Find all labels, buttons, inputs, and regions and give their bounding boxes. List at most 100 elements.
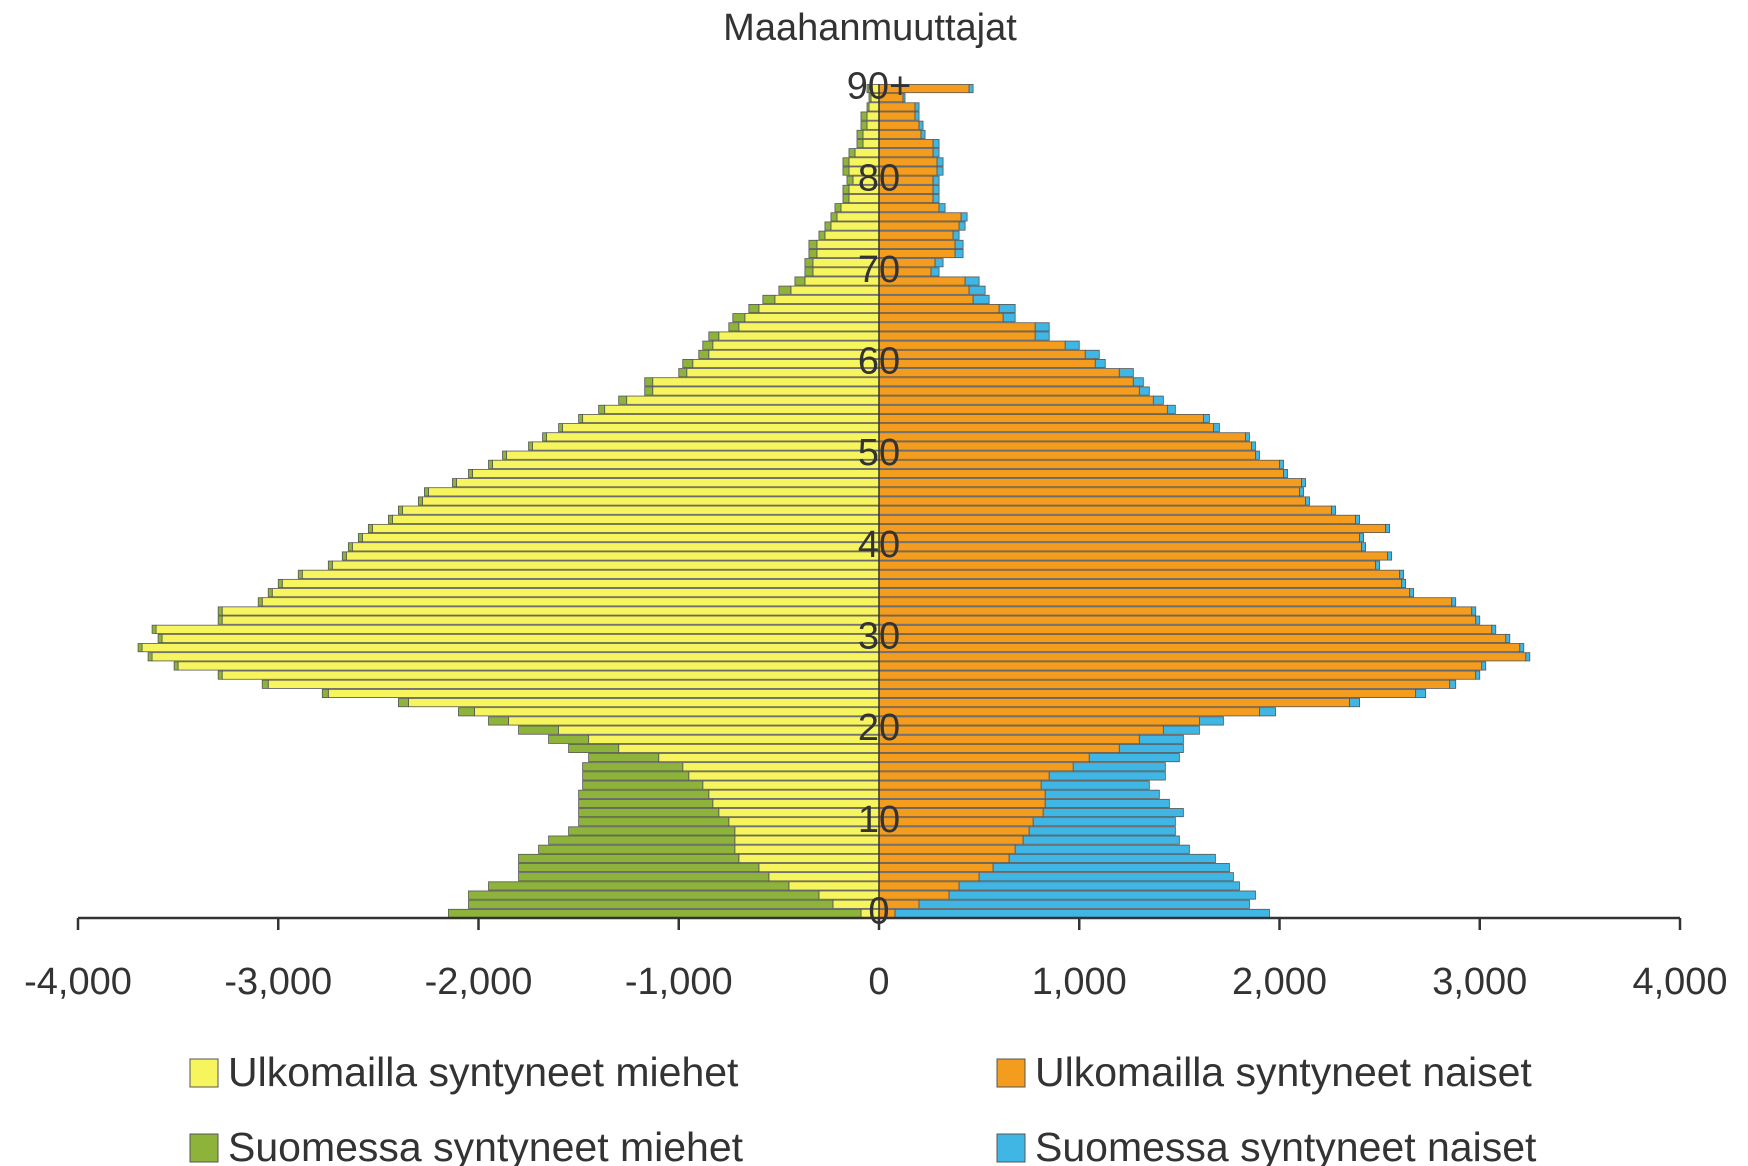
bar bbox=[954, 239, 964, 249]
legend-swatch bbox=[996, 1058, 1026, 1088]
bar bbox=[878, 129, 922, 139]
bar bbox=[652, 386, 880, 396]
bar bbox=[1072, 762, 1166, 772]
bar bbox=[267, 679, 880, 689]
bar bbox=[1491, 624, 1497, 634]
bar bbox=[1199, 716, 1224, 726]
legend-swatch bbox=[996, 1133, 1026, 1163]
bar bbox=[387, 514, 393, 524]
bar bbox=[1301, 478, 1306, 488]
bar bbox=[508, 716, 880, 726]
bar bbox=[345, 551, 880, 561]
bar bbox=[836, 212, 880, 222]
bar bbox=[371, 523, 880, 534]
bar bbox=[878, 148, 934, 158]
bar bbox=[1331, 505, 1336, 515]
bar bbox=[958, 221, 966, 231]
bar bbox=[878, 313, 1004, 323]
bar bbox=[151, 652, 880, 662]
bar bbox=[952, 230, 960, 240]
bar bbox=[518, 853, 740, 863]
bar bbox=[161, 633, 880, 643]
bar bbox=[972, 294, 990, 304]
bar bbox=[758, 304, 880, 314]
bar bbox=[866, 84, 870, 94]
bar bbox=[1132, 377, 1144, 387]
bar bbox=[598, 404, 606, 414]
bar bbox=[808, 239, 818, 249]
bar bbox=[932, 184, 940, 194]
bar bbox=[578, 808, 720, 818]
bar bbox=[878, 294, 974, 304]
bar bbox=[492, 459, 880, 469]
bar bbox=[748, 304, 760, 314]
bar bbox=[918, 120, 924, 130]
bar bbox=[842, 166, 850, 176]
bar bbox=[538, 844, 736, 854]
bar bbox=[878, 514, 1356, 524]
bar bbox=[688, 771, 880, 781]
bar bbox=[878, 624, 1493, 634]
bar bbox=[1084, 349, 1100, 359]
bar bbox=[173, 661, 179, 671]
bar bbox=[474, 707, 880, 717]
bar bbox=[217, 670, 223, 680]
bar bbox=[744, 313, 880, 323]
bar bbox=[1152, 395, 1164, 405]
bar bbox=[488, 716, 509, 726]
bar bbox=[878, 780, 1042, 790]
bar bbox=[878, 588, 1411, 598]
bar bbox=[878, 606, 1473, 616]
bar bbox=[1042, 808, 1184, 818]
bar bbox=[932, 148, 940, 158]
bar bbox=[948, 890, 1256, 900]
bar bbox=[1305, 496, 1310, 506]
bar bbox=[682, 762, 880, 772]
bar bbox=[578, 789, 710, 799]
bar bbox=[778, 285, 792, 295]
x-tick-label: -1,000 bbox=[625, 961, 733, 1003]
bar bbox=[468, 899, 834, 909]
bar bbox=[1399, 569, 1405, 579]
x-tick-label: -4,000 bbox=[24, 961, 132, 1003]
bar bbox=[918, 899, 1250, 909]
bar bbox=[217, 615, 223, 625]
bar bbox=[1361, 542, 1367, 552]
bar bbox=[644, 377, 654, 387]
bar bbox=[840, 203, 880, 213]
bar bbox=[878, 643, 1521, 653]
legend-swatch bbox=[189, 1058, 219, 1088]
bar bbox=[1245, 432, 1250, 442]
bar bbox=[1094, 359, 1106, 369]
x-tick-label: -3,000 bbox=[224, 961, 332, 1003]
bar bbox=[878, 734, 1140, 744]
bar bbox=[422, 496, 880, 506]
bar bbox=[862, 139, 880, 149]
bar bbox=[968, 285, 986, 295]
bar bbox=[894, 908, 1270, 918]
bar bbox=[824, 221, 832, 231]
bar bbox=[542, 432, 547, 442]
bar bbox=[361, 533, 880, 543]
bar bbox=[866, 111, 880, 121]
bar bbox=[1034, 331, 1050, 341]
bar bbox=[532, 441, 880, 451]
bar bbox=[588, 753, 660, 763]
bar bbox=[878, 560, 1377, 570]
bar bbox=[878, 423, 1214, 433]
legend-label: Suomessa syntyneet miehet bbox=[228, 1124, 744, 1166]
bar bbox=[856, 129, 864, 139]
bar bbox=[546, 432, 880, 442]
bar bbox=[351, 542, 880, 552]
bar bbox=[626, 395, 880, 405]
bar bbox=[878, 523, 1387, 534]
bar bbox=[878, 221, 960, 231]
x-tick-label: 1,000 bbox=[1032, 961, 1127, 1003]
bar bbox=[1008, 853, 1216, 863]
bar bbox=[878, 203, 940, 213]
bar bbox=[1387, 551, 1393, 561]
bar bbox=[562, 423, 880, 433]
bar bbox=[992, 863, 1230, 873]
bar bbox=[930, 267, 940, 277]
